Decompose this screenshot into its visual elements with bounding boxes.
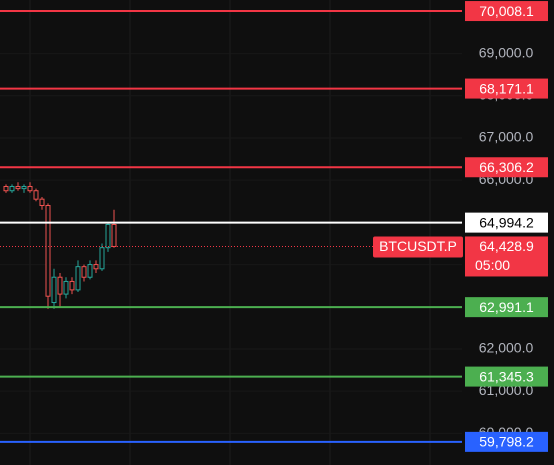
level-label: 66,306.2 [479, 159, 534, 175]
candle-body [69, 280, 75, 291]
candle-body [105, 223, 111, 249]
candle-body [63, 280, 69, 295]
level-label: 70,008.1 [479, 3, 534, 19]
y-tick-label: 62,000.0 [479, 340, 534, 356]
candle-body [57, 276, 63, 295]
countdown: 05:00 [475, 257, 510, 273]
level-label: 64,994.2 [479, 214, 534, 230]
vertical-grid [29, 0, 431, 465]
candle-body [111, 223, 117, 247]
candle-body [27, 186, 33, 192]
level-label-box [465, 366, 548, 387]
candle-body [81, 266, 87, 278]
level-label: 59,798.2 [479, 434, 534, 450]
candle-body [51, 276, 57, 304]
level-label: 68,171.1 [479, 80, 534, 96]
level-label-box [465, 1, 548, 22]
level-label: 62,991.1 [479, 299, 534, 315]
candle-body [39, 198, 45, 206]
level-label-box [465, 78, 548, 99]
candle-body [75, 266, 81, 291]
last-price-label: 64,428.9 [479, 238, 534, 254]
candle-body [21, 186, 27, 190]
symbol-box [373, 236, 463, 258]
last-price-box [465, 236, 548, 277]
level-label-box [465, 431, 548, 452]
candle-body [93, 264, 99, 270]
level-label-box [465, 212, 548, 233]
candle-body [9, 186, 15, 192]
candle-body [45, 204, 51, 297]
symbol-label: BTCUSDT.P [379, 238, 457, 254]
candle-body [15, 186, 21, 190]
y-tick-label: 67,000.0 [479, 129, 534, 145]
candle-body [87, 264, 93, 278]
level-label-box [465, 157, 548, 178]
y-tick-label: 69,000.0 [479, 44, 534, 60]
candle-body [33, 190, 39, 200]
level-label-box [465, 297, 548, 318]
candle-body [3, 186, 9, 192]
level-label: 61,345.3 [479, 368, 534, 384]
candle-body [99, 247, 105, 270]
